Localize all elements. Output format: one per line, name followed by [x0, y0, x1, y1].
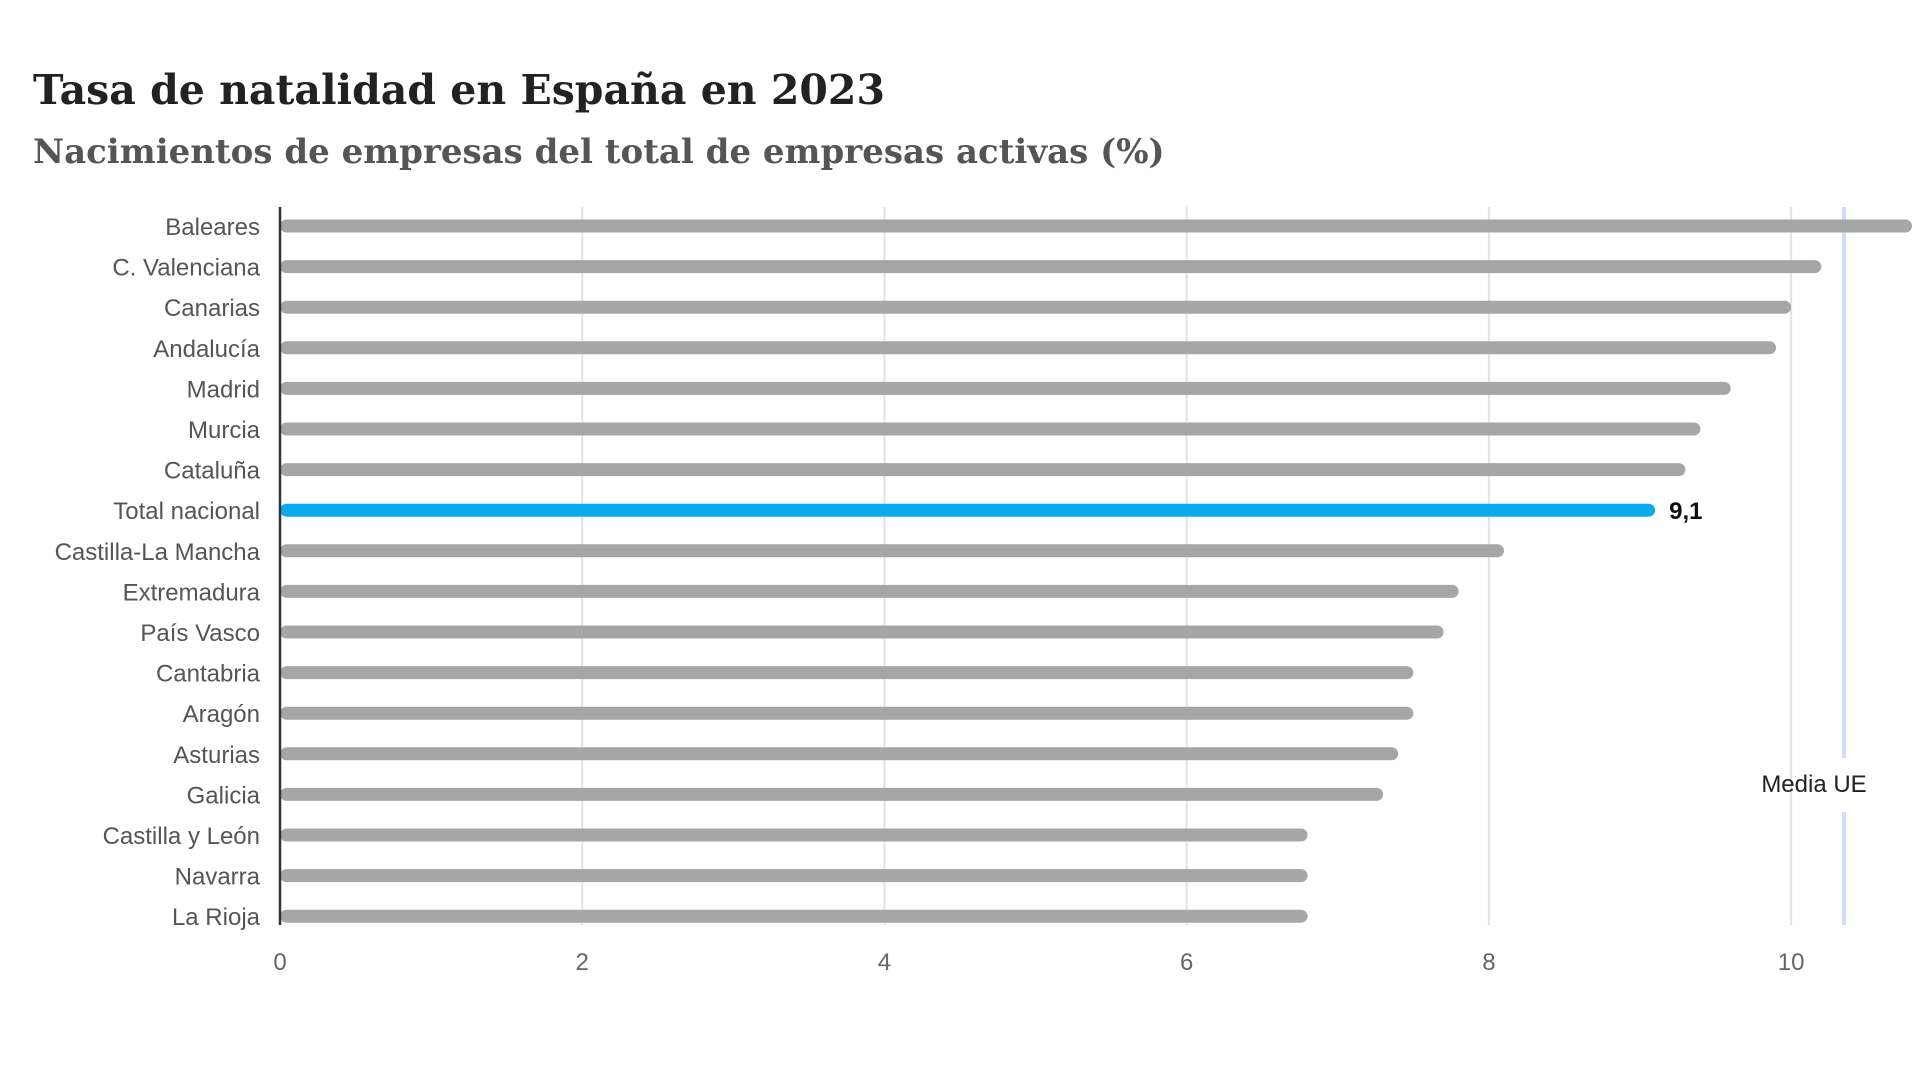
- bar: [280, 909, 1308, 923]
- category-label: Murcia: [188, 417, 261, 444]
- bar: [280, 869, 1308, 883]
- bar: [280, 828, 1308, 842]
- bar: [280, 300, 1792, 314]
- bar: [280, 584, 1459, 598]
- bar: [280, 666, 1414, 680]
- category-label: Cataluña: [164, 458, 261, 485]
- chart-subtitle: Nacimientos de empresas del total de emp…: [33, 132, 1165, 172]
- bar: [280, 706, 1414, 720]
- bar: [280, 381, 1731, 395]
- reference-line-group: Media UE: [1761, 207, 1867, 925]
- category-label: Castilla y León: [103, 823, 260, 850]
- bar: [280, 463, 1686, 477]
- grid-lines: [581, 207, 1793, 925]
- category-label: Baleares: [165, 214, 260, 241]
- category-label: Andalucía: [153, 336, 260, 363]
- bar: [280, 544, 1504, 558]
- x-tick-label: 8: [1482, 949, 1495, 976]
- category-label: Madrid: [187, 376, 260, 403]
- category-label: Canarias: [164, 295, 260, 322]
- x-tick-label: 2: [576, 949, 589, 976]
- category-label: Cantabria: [156, 661, 261, 688]
- category-label: Asturias: [173, 742, 260, 769]
- category-label: La Rioja: [172, 904, 261, 931]
- category-label: Aragón: [183, 701, 260, 728]
- category-label: Extremadura: [123, 579, 261, 606]
- bars: [280, 219, 1912, 923]
- chart-title: Tasa de natalidad en España en 2023: [33, 66, 885, 114]
- category-label: Navarra: [175, 864, 261, 891]
- bar: [280, 625, 1444, 639]
- x-tick-label: 0: [273, 949, 286, 976]
- category-label: Galicia: [187, 782, 261, 809]
- category-labels: Baleares C. Valenciana Canarias Andalucía Ma…: [55, 214, 1703, 931]
- category-label: Castilla-La Mancha: [55, 539, 261, 566]
- bar: [280, 503, 1656, 517]
- bar: [280, 747, 1399, 761]
- category-label: País Vasco: [140, 620, 260, 647]
- x-tick-label: 4: [878, 949, 891, 976]
- bar: [280, 341, 1776, 355]
- bar: [280, 219, 1912, 233]
- x-tick-label: 6: [1180, 949, 1193, 976]
- bar: [280, 787, 1384, 801]
- category-label: Total nacional: [113, 498, 260, 525]
- category-label: C. Valenciana: [112, 255, 260, 282]
- x-axis-ticks: 0 2 4 6 8 10: [273, 949, 1804, 976]
- data-label: 9,1: [1669, 498, 1702, 525]
- bar: [280, 260, 1822, 274]
- eu-average-label: Media UE: [1761, 771, 1866, 798]
- x-tick-label: 10: [1778, 949, 1805, 976]
- bar: [280, 422, 1701, 436]
